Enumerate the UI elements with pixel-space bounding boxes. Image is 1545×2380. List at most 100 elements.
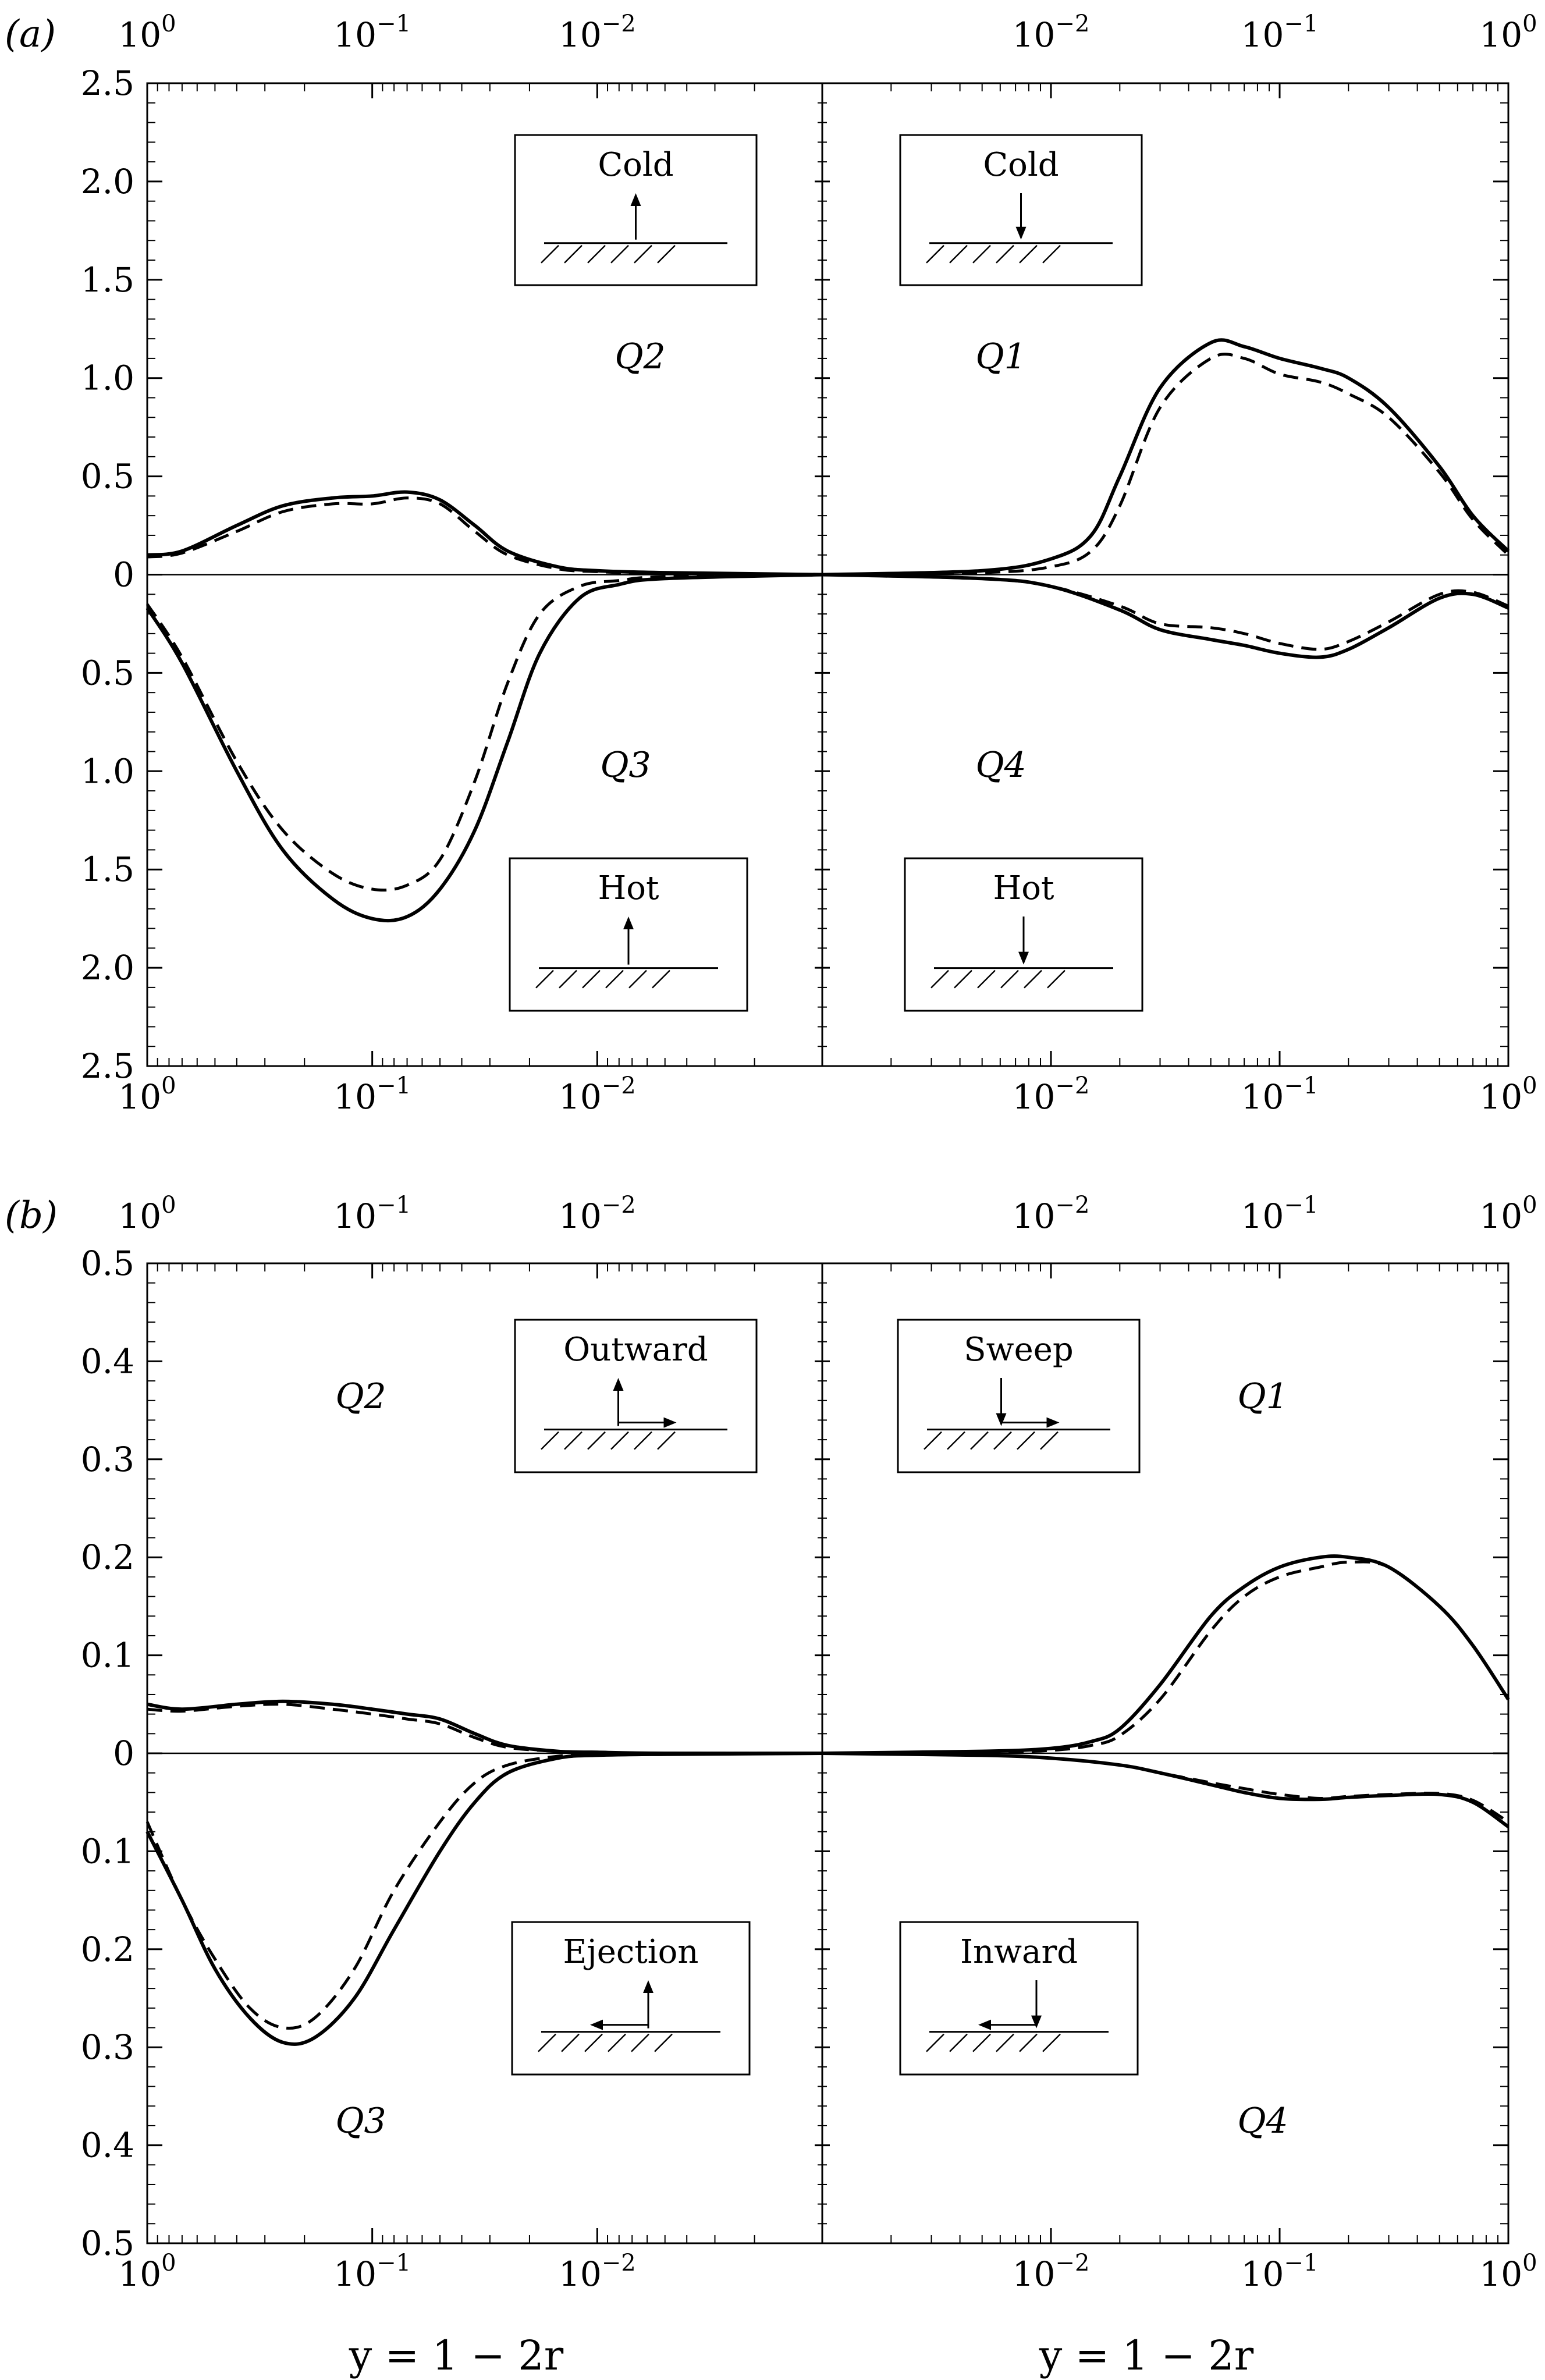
x-tick-exponent: −2 xyxy=(602,1192,636,1219)
x-tick-base: 10 xyxy=(118,2254,161,2294)
wall-hatch xyxy=(564,244,583,264)
wall-hatch xyxy=(1000,969,1019,989)
x-tick-label: 10−1 xyxy=(1241,2250,1319,2294)
x-tick-exponent: 0 xyxy=(161,2250,176,2276)
x-tick-exponent: 0 xyxy=(161,1072,176,1099)
wall-hatch xyxy=(654,2033,673,2052)
arrow-right-icon xyxy=(1046,1417,1060,1428)
y-tick-label: 2.0 xyxy=(81,948,134,987)
y-tick-label: 0.5 xyxy=(81,1244,134,1283)
y-tick-label: 1.5 xyxy=(81,850,134,889)
inset-label: Cold xyxy=(598,146,673,184)
inset-label: Hot xyxy=(598,869,659,907)
x-tick-base: 10 xyxy=(118,15,161,55)
x-tick-base: 10 xyxy=(1013,1077,1056,1117)
x-tick-base: 10 xyxy=(118,1077,161,1117)
series-q4-solid xyxy=(822,1752,1510,1828)
wall-hatch xyxy=(535,969,554,989)
panel-label: (a) xyxy=(5,13,56,56)
y-tick-label: 0.1 xyxy=(81,1636,134,1675)
wall-hatch xyxy=(947,1431,965,1450)
inset-box xyxy=(897,1319,1141,1473)
x-tick-base: 10 xyxy=(559,15,602,55)
x-tick-base: 10 xyxy=(1013,1196,1056,1236)
x-tick-label: 100 xyxy=(1479,1192,1537,1236)
y-tick-label: 2.5 xyxy=(81,63,134,103)
wall-hatch xyxy=(610,1431,629,1450)
y-tick-label: 0.3 xyxy=(81,1440,134,1479)
wall-hatch xyxy=(605,969,624,989)
x-tick-exponent: −1 xyxy=(1284,1072,1318,1099)
series-q3-solid xyxy=(145,573,823,923)
wall-hatch xyxy=(954,969,972,989)
series-q1-dashed xyxy=(822,353,1510,576)
wall-hatch xyxy=(972,2033,991,2052)
x-tick-exponent: −2 xyxy=(602,10,636,37)
x-tick-label: 100 xyxy=(1479,10,1537,55)
series-q2-dashed xyxy=(147,1703,823,1755)
series-q2-solid xyxy=(147,490,823,577)
wall-hatch xyxy=(1042,2033,1061,2052)
x-tick-base: 10 xyxy=(1479,1196,1522,1236)
arrow-up-icon xyxy=(623,917,634,929)
inset-box xyxy=(899,1921,1139,2076)
panel-label: (b) xyxy=(5,1194,58,1237)
x-tick-label: 10−1 xyxy=(333,10,411,55)
inset-label: Ejection xyxy=(563,1933,699,1971)
x-tick-exponent: −1 xyxy=(377,10,411,37)
x-tick-exponent: −1 xyxy=(1284,1192,1318,1219)
series-q4-solid xyxy=(822,573,1510,659)
x-tick-base: 10 xyxy=(1241,1196,1284,1236)
series-q2-solid xyxy=(147,1699,823,1756)
series-q4-dashed xyxy=(822,573,1509,651)
x-tick-exponent: −1 xyxy=(1284,10,1318,37)
wall-hatch xyxy=(949,2033,968,2052)
y-tick-label: 0.5 xyxy=(81,2223,134,2263)
y-tick-label: 0.2 xyxy=(81,1930,134,1969)
x-tick-base: 10 xyxy=(1013,2254,1056,2294)
x-tick-base: 10 xyxy=(1241,15,1284,55)
panel-a: (a)2.52.01.51.00.500.51.01.52.02.5100100… xyxy=(5,10,1537,1117)
x-tick-exponent: 0 xyxy=(1522,10,1537,37)
wall-hatch xyxy=(1019,244,1038,264)
x-tick-exponent: −2 xyxy=(602,2250,636,2276)
wall-hatch xyxy=(657,1431,676,1450)
wall-hatch xyxy=(1047,969,1065,989)
wall-hatch xyxy=(541,1431,559,1450)
y-tick-label: 1.0 xyxy=(81,751,134,791)
series-q3-dashed xyxy=(145,1752,823,2030)
y-tick-label: 2.0 xyxy=(81,162,134,201)
x-tick-label: 100 xyxy=(1479,1072,1537,1117)
x-tick-label: 10−2 xyxy=(1013,1192,1090,1236)
wall-hatch xyxy=(657,244,676,264)
wall-hatch xyxy=(924,1431,942,1450)
wall-hatch xyxy=(977,969,996,989)
quadrant-label-q2: Q2 xyxy=(615,336,665,377)
quadrant-label-q4: Q4 xyxy=(1237,2101,1288,2141)
y-tick-label: 0.2 xyxy=(81,1537,134,1577)
x-tick-exponent: −2 xyxy=(1055,1072,1089,1099)
x-tick-label: 100 xyxy=(118,2250,176,2294)
y-tick-label: 0 xyxy=(113,1734,134,1773)
x-tick-exponent: −1 xyxy=(1284,2250,1318,2276)
x-tick-label: 10−2 xyxy=(559,2250,636,2294)
wall-hatch xyxy=(926,2033,944,2052)
wall-hatch xyxy=(564,1431,583,1450)
wall-hatch xyxy=(970,1431,989,1450)
inset-q1: Sweep xyxy=(897,1319,1141,1473)
x-tick-exponent: −2 xyxy=(602,1072,636,1099)
wall-hatch xyxy=(634,244,652,264)
wall-hatch xyxy=(1024,969,1042,989)
x-tick-exponent: 0 xyxy=(161,10,176,37)
x-tick-base: 10 xyxy=(1479,15,1522,55)
wall-hatch xyxy=(561,2033,580,2052)
x-tick-base: 10 xyxy=(559,1077,602,1117)
x-tick-exponent: 0 xyxy=(1522,2250,1537,2276)
inset-label: Cold xyxy=(983,146,1059,184)
wall-hatch xyxy=(652,969,670,989)
x-tick-exponent: −2 xyxy=(1055,2250,1089,2276)
wall-hatch xyxy=(587,1431,606,1450)
x-tick-label: 10−2 xyxy=(1013,10,1090,55)
arrow-up-icon xyxy=(630,193,641,206)
